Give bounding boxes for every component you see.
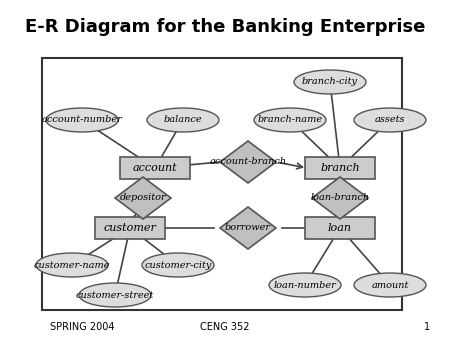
Text: account-number: account-number [41, 116, 122, 124]
Polygon shape [220, 207, 276, 249]
Text: balance: balance [164, 116, 202, 124]
Ellipse shape [254, 108, 326, 132]
Ellipse shape [36, 253, 108, 277]
Ellipse shape [46, 108, 118, 132]
Ellipse shape [79, 283, 151, 307]
Text: customer-name: customer-name [34, 261, 110, 269]
Ellipse shape [147, 108, 219, 132]
Text: assets: assets [375, 116, 405, 124]
Text: loan-number: loan-number [274, 281, 337, 290]
Bar [42, 58, 402, 310]
Text: account-branch: account-branch [209, 158, 287, 167]
Bar [305, 157, 375, 179]
Ellipse shape [269, 273, 341, 297]
Polygon shape [115, 177, 171, 219]
Text: loan: loan [328, 223, 352, 233]
Polygon shape [220, 141, 276, 183]
Text: customer: customer [104, 223, 157, 233]
Ellipse shape [354, 108, 426, 132]
Ellipse shape [354, 273, 426, 297]
Text: customer-street: customer-street [76, 290, 154, 299]
Text: customer-city: customer-city [144, 261, 212, 269]
Text: E-R Diagram for the Banking Enterprise: E-R Diagram for the Banking Enterprise [25, 18, 425, 36]
Text: branch: branch [320, 163, 360, 173]
Text: borrower: borrower [225, 223, 271, 233]
Ellipse shape [142, 253, 214, 277]
Text: 1: 1 [424, 322, 430, 332]
Text: CENG 352: CENG 352 [200, 322, 250, 332]
Text: SPRING 2004: SPRING 2004 [50, 322, 114, 332]
Bar [95, 217, 165, 239]
Text: loan-branch: loan-branch [310, 193, 369, 202]
Text: account: account [133, 163, 177, 173]
Text: branch-city: branch-city [302, 77, 358, 87]
Polygon shape [312, 177, 368, 219]
Text: branch-name: branch-name [257, 116, 323, 124]
Text: amount: amount [371, 281, 409, 290]
Ellipse shape [294, 70, 366, 94]
Bar [120, 157, 190, 179]
Bar [305, 217, 375, 239]
Text: depositor: depositor [120, 193, 166, 202]
